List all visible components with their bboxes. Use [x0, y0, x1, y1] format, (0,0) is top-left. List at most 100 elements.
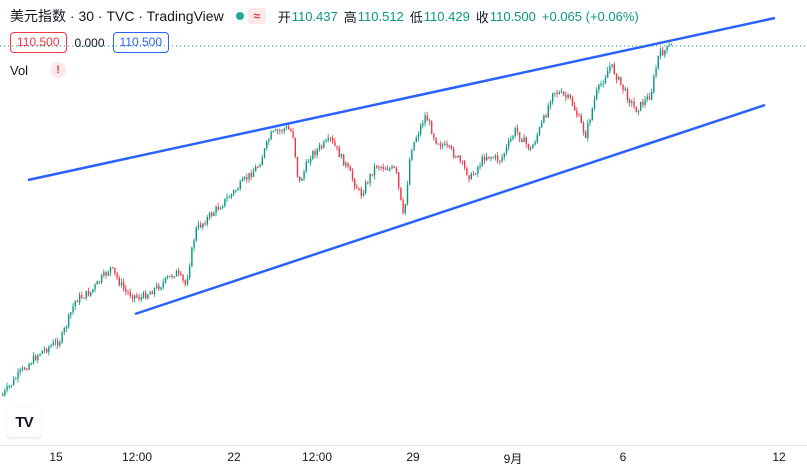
- candle-body: [21, 367, 24, 370]
- candle-body: [92, 289, 94, 292]
- candle-body: [312, 151, 314, 159]
- candle-body: [365, 182, 367, 194]
- candle-body: [611, 64, 613, 67]
- candle-body: [204, 223, 206, 225]
- candle-body: [246, 177, 248, 180]
- candle-body: [391, 166, 393, 169]
- candle-body: [563, 91, 565, 95]
- upper-trendline[interactable]: [27, 16, 776, 182]
- candle-body: [195, 227, 197, 241]
- candle-body: [532, 144, 534, 149]
- candle-body: [30, 363, 32, 365]
- candle-body: [169, 275, 171, 277]
- candle-body: [629, 99, 631, 104]
- sell-price-button[interactable]: 110.500: [10, 32, 67, 53]
- candle-body: [217, 206, 219, 210]
- candle-body: [479, 165, 481, 168]
- open-value: 110.437: [291, 8, 338, 24]
- candle-body: [13, 378, 15, 386]
- candle-body: [470, 173, 472, 180]
- candle-body: [587, 123, 589, 139]
- candle-body: [466, 167, 468, 176]
- candle-body: [224, 198, 226, 207]
- candle-body: [589, 119, 591, 124]
- candle-body: [631, 101, 633, 104]
- candle-body: [52, 342, 54, 346]
- candle-body: [321, 145, 323, 148]
- candle-body: [252, 171, 255, 178]
- time-tick: 22: [227, 450, 241, 464]
- candle-body: [6, 386, 8, 391]
- chart-pane[interactable]: 美元指数 · 30 · TVC · TradingView ≈ 开 110.437…: [0, 0, 807, 445]
- time-tick: 6: [619, 450, 627, 464]
- candle-body: [411, 150, 413, 161]
- candle-body: [512, 136, 514, 139]
- candle-body: [613, 64, 615, 75]
- candle-body: [552, 93, 554, 102]
- candle-body: [2, 394, 4, 396]
- candle-body: [578, 115, 580, 117]
- candle-body: [347, 163, 349, 167]
- candle-body: [120, 282, 123, 286]
- time-axis[interactable]: 15 12:00 22 12:00 29 9月 6 12: [0, 445, 807, 469]
- candle-body: [422, 123, 424, 126]
- candle-body: [332, 138, 334, 142]
- candle-body: [501, 157, 503, 162]
- candle-body: [338, 147, 340, 158]
- candle-body: [521, 138, 523, 143]
- candle-body: [618, 76, 620, 80]
- candle-body: [659, 49, 662, 56]
- candle-body: [74, 300, 76, 307]
- candle-body: [646, 96, 648, 100]
- candle-body: [233, 190, 235, 194]
- candle-body: [582, 122, 585, 132]
- time-tick: 12:00: [121, 450, 153, 464]
- symbol-title[interactable]: 美元指数 · 30 · TVC · TradingView: [10, 8, 224, 24]
- candle-body: [530, 148, 532, 150]
- high-label: 高: [343, 9, 357, 25]
- candle-body: [112, 267, 114, 269]
- wave-icon[interactable]: ≈: [247, 8, 266, 24]
- candle-body: [556, 92, 558, 94]
- high-value: 110.512: [357, 8, 404, 24]
- market-status-dot-icon[interactable]: [235, 12, 244, 20]
- lower-trendline[interactable]: [134, 103, 766, 316]
- candle-body: [305, 162, 307, 172]
- price-chart-canvas[interactable]: [0, 0, 807, 445]
- candle-body: [279, 130, 281, 132]
- tradingview-logo[interactable]: TV: [7, 407, 41, 437]
- candle-body: [519, 132, 521, 139]
- candle-body: [329, 137, 332, 139]
- candle-body: [461, 161, 464, 163]
- candle-body: [43, 349, 46, 351]
- candle-body: [472, 173, 475, 175]
- candle-body: [213, 212, 215, 216]
- candle-body: [63, 328, 65, 333]
- candle-body: [514, 128, 516, 137]
- candle-series: [2, 41, 673, 397]
- candle-body: [274, 129, 277, 131]
- candle-body: [107, 272, 109, 276]
- candle-body: [17, 371, 19, 379]
- buy-price-button[interactable]: 110.500: [112, 32, 170, 53]
- candle-body: [371, 174, 373, 176]
- candle-body: [431, 121, 433, 134]
- candle-body: [101, 275, 103, 283]
- candle-body: [505, 146, 508, 154]
- candle-body: [591, 108, 593, 120]
- warning-icon[interactable]: !: [50, 62, 67, 78]
- candle-body: [406, 184, 409, 205]
- candle-body: [459, 155, 461, 162]
- candle-body: [314, 151, 316, 155]
- candle-body: [609, 66, 611, 72]
- candle-body: [281, 130, 283, 132]
- candle-body: [497, 155, 499, 161]
- candle-body: [382, 166, 384, 169]
- candle-body: [116, 273, 118, 278]
- candle-body: [490, 157, 492, 159]
- volume-label[interactable]: Vol: [10, 62, 29, 78]
- candle-body: [299, 176, 301, 181]
- candle-body: [336, 146, 338, 148]
- candle-body: [334, 141, 336, 147]
- candle-body: [620, 76, 622, 85]
